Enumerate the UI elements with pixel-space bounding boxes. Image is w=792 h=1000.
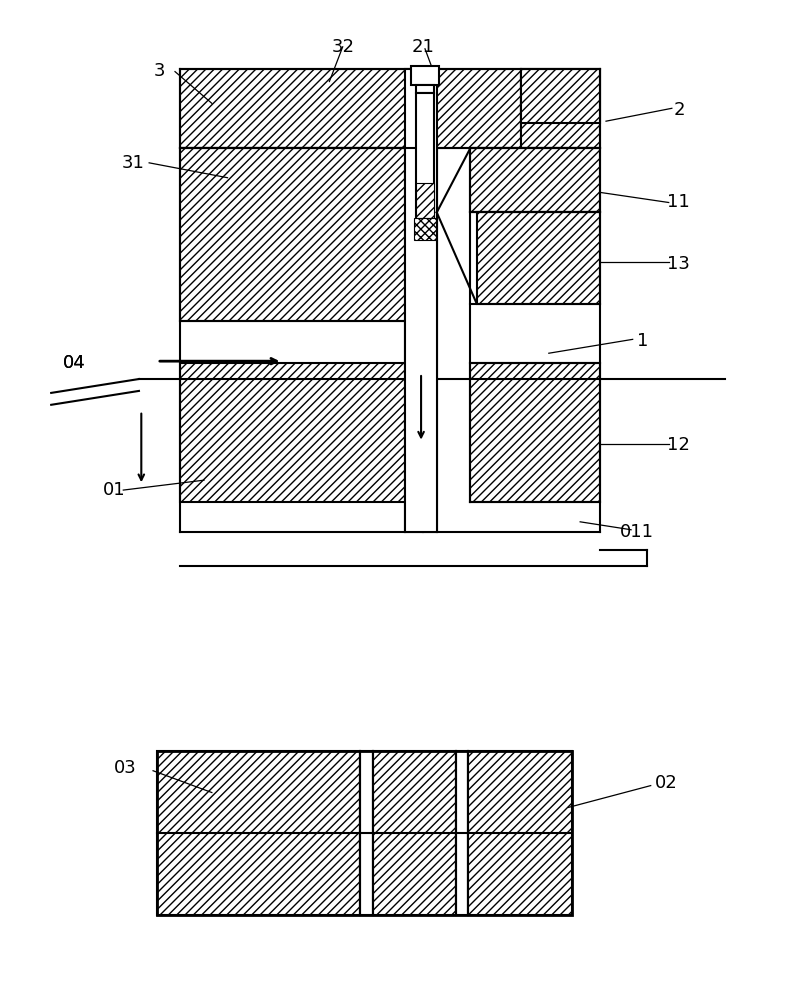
Bar	[456, 751, 469, 915]
Text: 03: 03	[114, 759, 137, 777]
Text: 3: 3	[154, 62, 165, 80]
Text: 02: 02	[655, 774, 678, 792]
Text: 32: 32	[331, 38, 354, 56]
Bar	[406, 69, 436, 532]
Text: 2: 2	[674, 101, 685, 119]
Bar	[417, 183, 433, 218]
Text: 04: 04	[63, 354, 86, 372]
Bar	[360, 751, 373, 915]
Text: 31: 31	[122, 154, 145, 172]
Text: 11: 11	[667, 193, 690, 211]
Text: 21: 21	[412, 38, 435, 56]
Bar	[477, 212, 600, 304]
Text: 12: 12	[667, 436, 690, 454]
Text: 04: 04	[63, 354, 86, 372]
Bar	[470, 148, 600, 212]
Bar	[417, 93, 433, 232]
Bar	[157, 751, 573, 915]
Bar	[181, 148, 424, 321]
Text: 01: 01	[103, 481, 125, 499]
Bar	[470, 363, 600, 502]
Bar	[181, 363, 424, 502]
Bar	[521, 69, 600, 148]
Bar	[157, 751, 360, 915]
Bar	[469, 751, 573, 915]
Bar	[373, 751, 456, 915]
Bar	[521, 69, 600, 123]
Bar	[411, 66, 439, 85]
Bar	[417, 85, 433, 93]
Text: 13: 13	[667, 255, 690, 273]
Bar	[181, 69, 521, 148]
Text: 1: 1	[638, 332, 649, 350]
Bar	[414, 218, 436, 240]
Text: 011: 011	[620, 523, 654, 541]
